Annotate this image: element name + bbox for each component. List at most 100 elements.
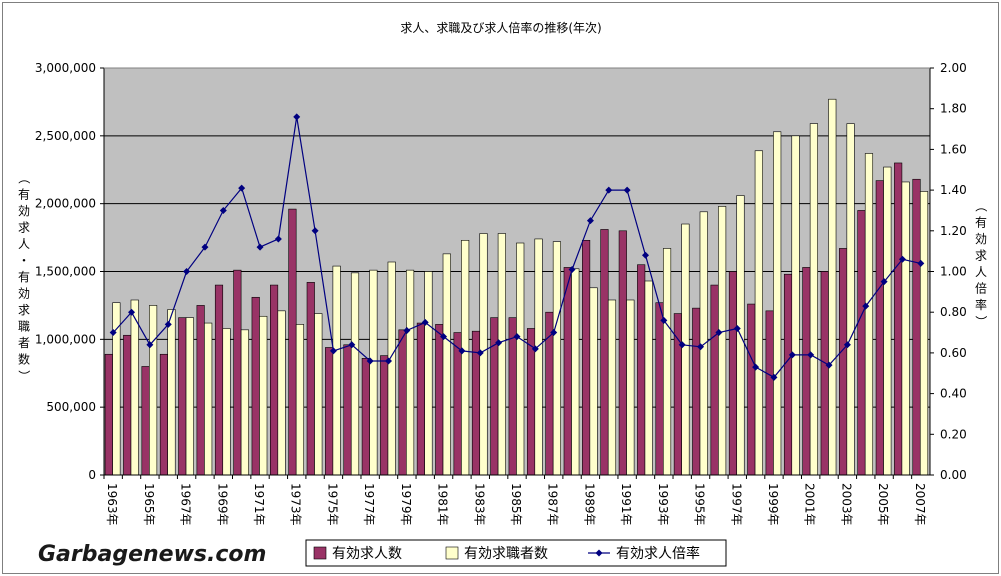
ratio-marker [697,343,705,351]
axis-label-char: 数 [18,352,30,367]
x-tick-label: 2003年 [839,483,853,526]
axis-label-char: 求 [18,303,30,317]
bar-job-seekers [644,280,653,476]
bar-job-openings [233,269,242,476]
ratio-marker [513,333,521,341]
plot-area: 0 500,000 1,000,000 1,500,000 2,000,000 2,500… [35,61,967,526]
bar-job-openings [673,313,682,476]
right-tick-label: 1.60 [940,142,967,156]
bar-job-seekers [773,131,782,476]
ratio-marker [385,357,393,365]
bar-job-seekers [901,181,910,476]
bar-job-seekers [149,305,158,476]
bar-job-seekers [883,166,892,476]
right-tick-label: 2.00 [940,61,967,75]
ratio-marker [458,347,466,355]
right-tick-label: 1.80 [940,102,967,116]
axis-label-char: 人 [18,237,30,251]
x-tick-label: 1977年 [362,483,376,526]
right-tick-label: 0.80 [940,305,967,319]
axis-label-char: 者 [18,336,30,350]
x-tick-label: 1973年 [289,483,303,526]
bar-job-openings [655,302,664,476]
bar-job-openings [692,307,701,476]
bar-job-openings [894,162,903,476]
axis-label-char: 効 [18,286,30,301]
bar-job-seekers [350,272,360,476]
legend-label: 有効求職者数 [464,546,548,562]
bar-job-openings [270,284,279,476]
bar-job-openings [857,210,866,476]
legend-marker [595,549,603,557]
bar-job-seekers [461,239,470,476]
legend-swatch [445,546,459,560]
bar-job-openings [343,344,352,476]
right-tick-label: 0.40 [940,387,967,401]
bar-job-openings [912,178,921,476]
bar-job-seekers [130,299,139,476]
ratio-marker [825,361,833,369]
ratio-marker [238,184,246,192]
ratio-marker [788,351,796,359]
right-axis-label: （ 有効求人倍率 ） [974,200,988,328]
x-tick-label: 1963年 [105,483,119,526]
ratio-marker [586,217,594,225]
right-tick-label: 1.40 [940,183,967,197]
x-tick-label: 2001年 [803,483,817,526]
left-tick-label: 2,500,000 [35,129,96,143]
bar-job-seekers [534,238,543,476]
ratio-marker [880,278,888,286]
bar-job-openings [875,180,884,476]
axis-label-char: ・ [18,254,30,268]
bar-job-openings [600,229,609,476]
axis-label-char: 有 [975,216,987,230]
axis-label-char: 倍 [975,281,987,296]
left-axis-label: （有効求人・有効求職者数） [17,172,31,382]
ratio-marker [550,329,558,337]
bar-job-openings [710,284,719,476]
bar-job-openings [361,358,370,476]
axis-label-char: 効 [18,203,30,218]
bar-job-seekers [240,329,249,476]
left-tick-label: 1,000,000 [35,332,96,346]
legend: 有効求人数 有効求職者数 有効求人倍率 [305,539,727,567]
right-tick-label: 1.20 [940,224,967,238]
bar-job-seekers [314,313,323,476]
ratio-marker [311,227,319,235]
bar-job-openings [728,271,738,476]
x-tick-label: 1985年 [509,483,523,526]
bar-job-seekers [699,211,708,476]
x-tick-label: 1983年 [472,483,486,526]
bar-job-seekers [332,265,341,476]
ratio-marker [403,327,411,335]
ratio-marker [109,329,117,337]
bar-job-seekers [754,150,763,476]
right-tick-label: 0.60 [940,346,967,360]
x-tick-label: 1997年 [729,483,743,526]
axis-label-char: 求 [18,221,30,235]
bar-job-openings [325,347,334,476]
x-tick-label: 1969年 [215,483,229,526]
bar-job-openings [104,353,113,476]
bar-job-openings [637,264,646,476]
bar-job-openings [618,230,627,476]
bar-job-openings [582,239,591,476]
left-tick-label: 0 [88,468,96,482]
ratio-marker [568,265,576,273]
bar-job-seekers [809,123,818,476]
left-tick-label: 500,000 [46,400,96,414]
site-watermark: Garbagenews.com [38,542,266,567]
legend-label: 有効求人倍率 [616,545,700,562]
ratio-marker [146,341,154,349]
ratio-marker [917,259,925,267]
bar-job-openings [251,296,260,476]
ratio-marker [348,341,356,349]
ratio-marker [183,268,191,275]
axis-label-char: 求 [975,249,987,263]
ratio-marker [843,341,851,349]
bar-job-seekers [497,233,506,476]
ratio-marker [733,324,741,332]
legend-box [305,539,727,567]
left-tick-label: 3,000,000 [35,61,96,75]
